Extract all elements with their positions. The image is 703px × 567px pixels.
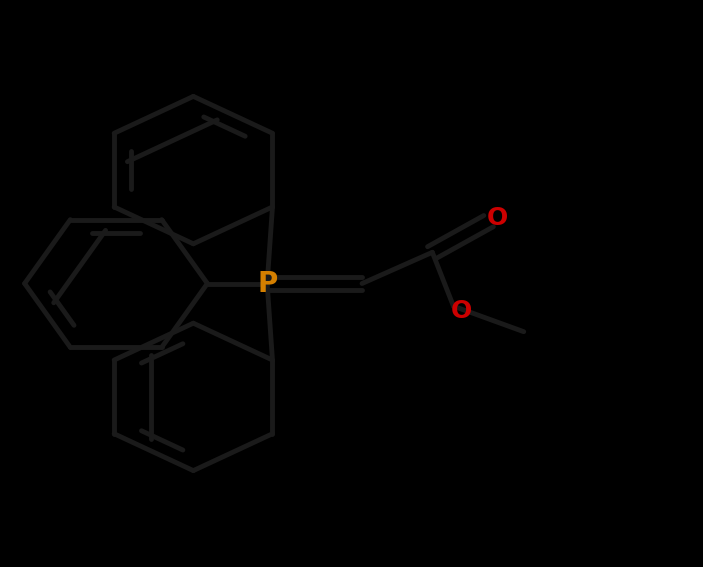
Text: O: O	[451, 299, 472, 323]
Text: O: O	[486, 206, 508, 230]
Text: P: P	[257, 269, 277, 298]
